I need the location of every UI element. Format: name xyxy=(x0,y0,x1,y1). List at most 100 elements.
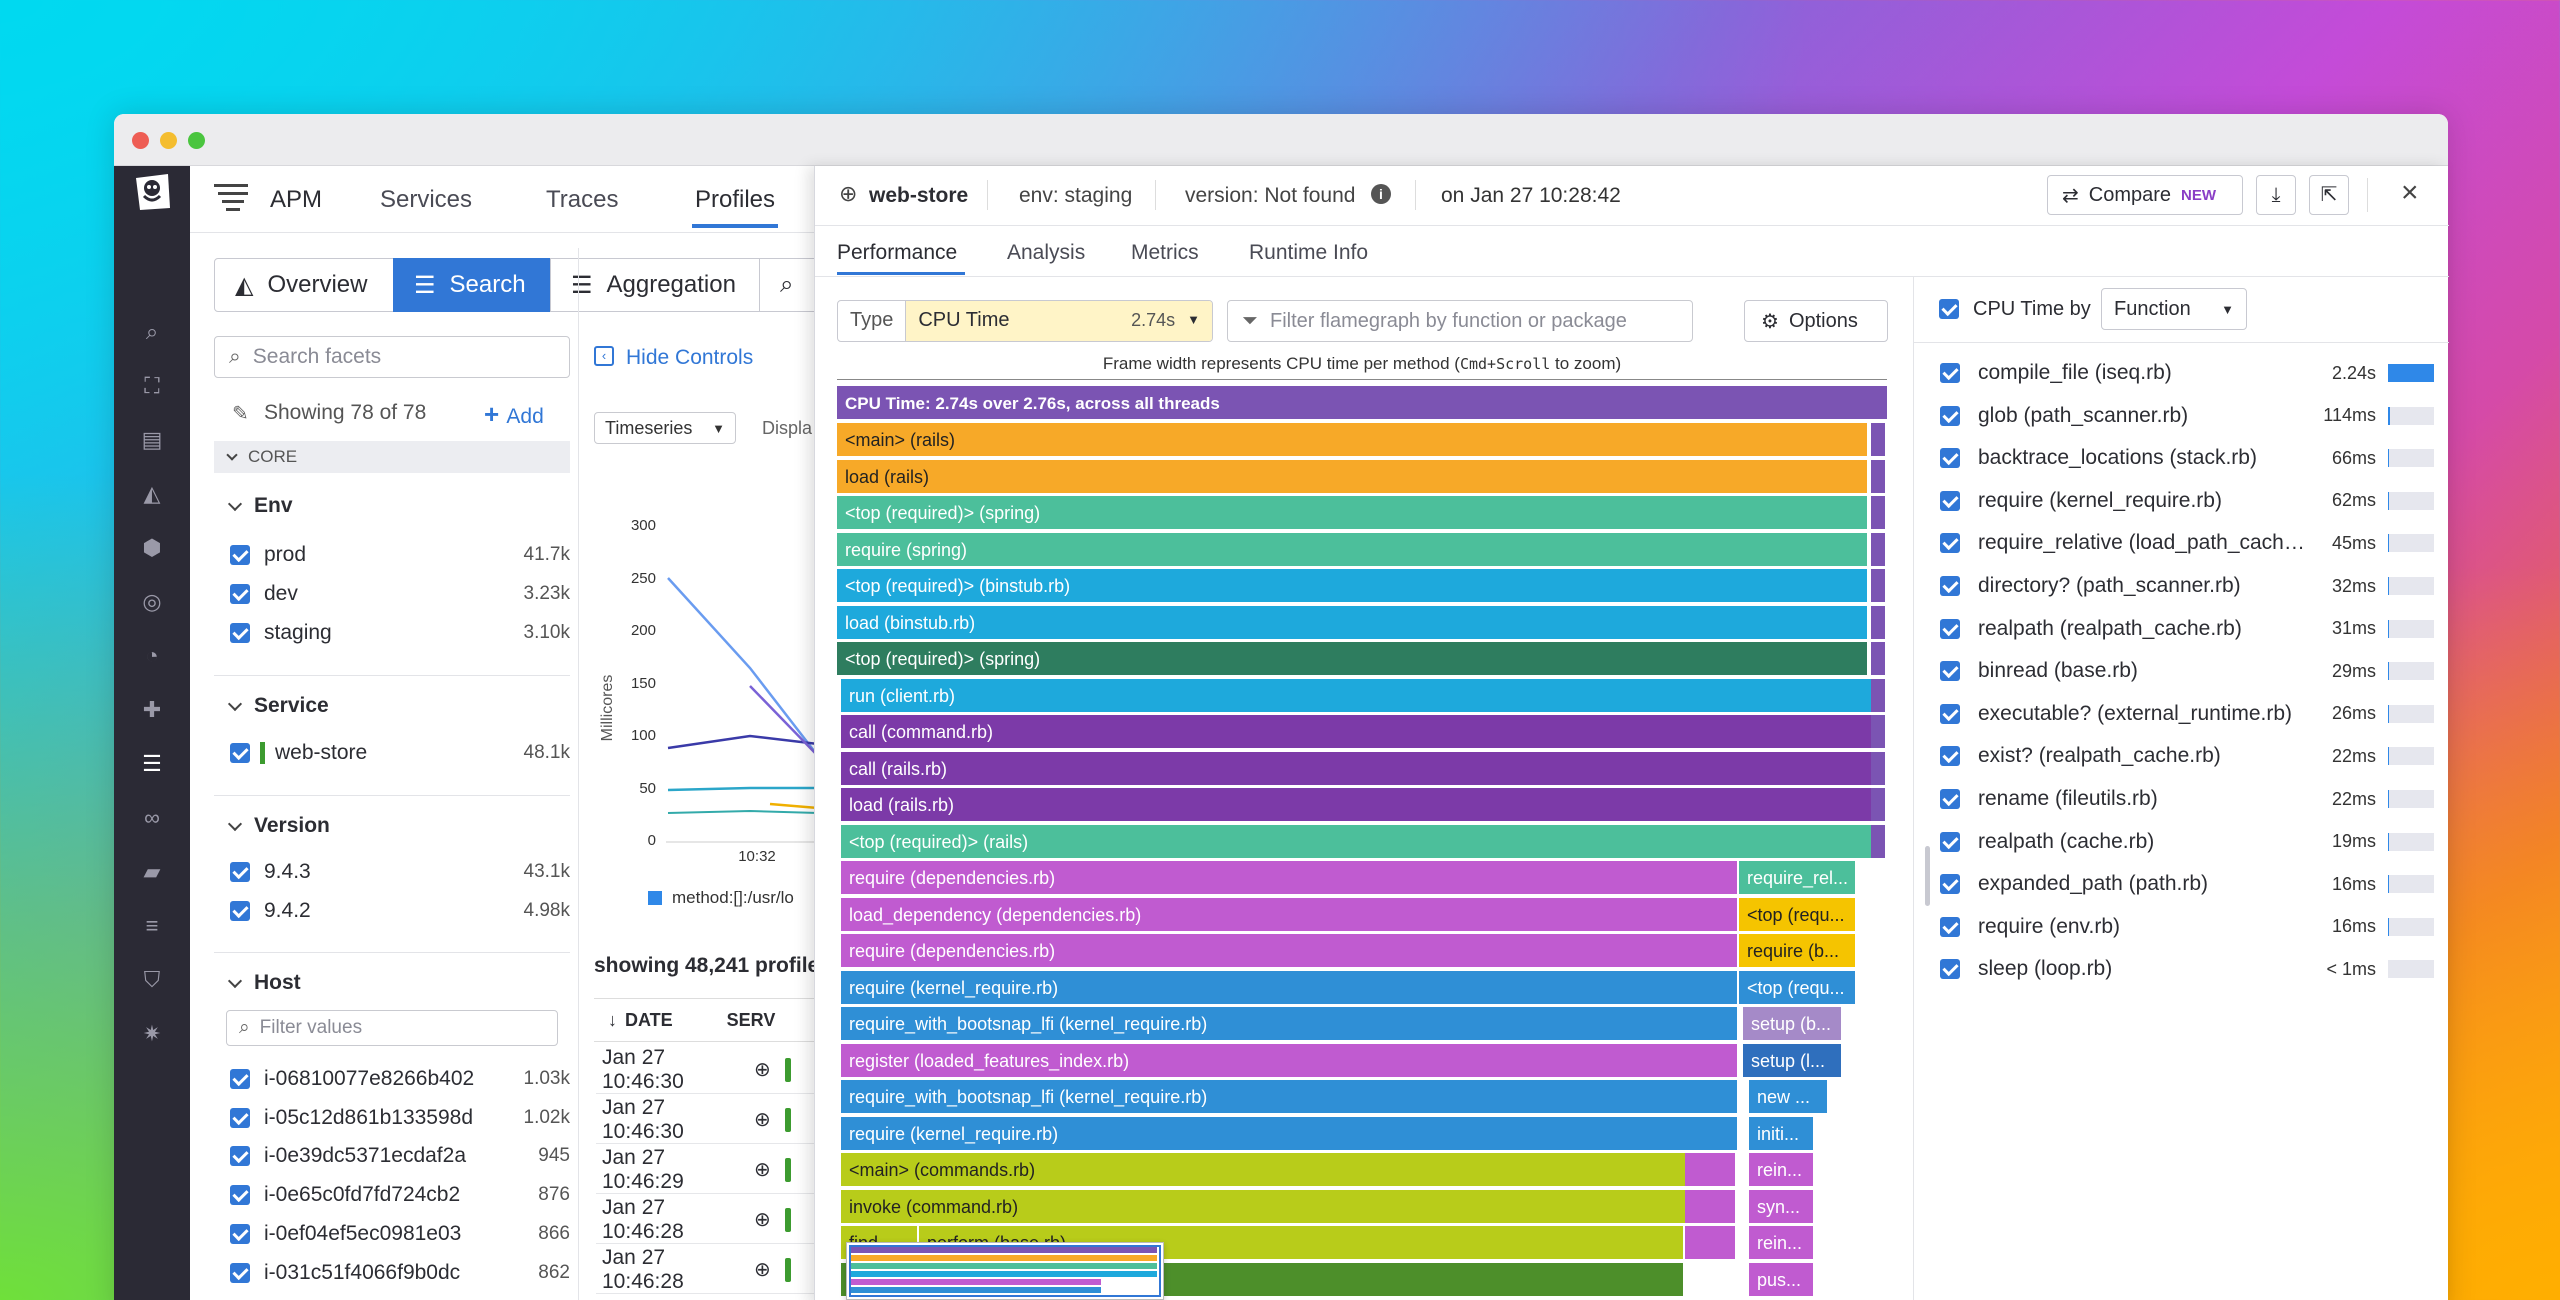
facet-host-item[interactable]: i-0ef04ef5ec0981e03 866 xyxy=(230,1219,570,1249)
flame-frame-strip[interactable] xyxy=(1871,715,1887,750)
facet-service-web-store[interactable]: web-store 48.1k xyxy=(230,738,570,768)
facet-host-item[interactable]: i-0e39dc5371ecdaf2a 945 xyxy=(230,1141,570,1171)
tab-metrics[interactable]: Metrics xyxy=(1131,241,1199,264)
checkbox[interactable] xyxy=(1940,363,1960,383)
function-row[interactable]: require (kernel_require.rb) 62ms xyxy=(1940,486,2436,516)
flame-frame[interactable]: new ... xyxy=(1749,1080,1829,1115)
checkbox[interactable] xyxy=(1940,916,1960,937)
flamegraph-minimap[interactable] xyxy=(846,1242,1164,1300)
panel-resize-handle[interactable] xyxy=(1925,846,1930,906)
table-row[interactable]: Jan 27 10:46:29 ⊕ xyxy=(596,1146,816,1194)
tab-runtime-info[interactable]: Runtime Info xyxy=(1249,241,1369,264)
tab-analysis[interactable]: Analysis xyxy=(1007,241,1086,264)
product-title[interactable]: APM xyxy=(270,186,323,213)
facet-env-header[interactable]: Env xyxy=(227,494,293,518)
checkbox[interactable] xyxy=(1940,490,1960,511)
download-icon[interactable]: ⤓ xyxy=(2256,175,2296,215)
flame-frame[interactable]: <top (requ... xyxy=(1739,897,1857,933)
nav-services[interactable]: Services xyxy=(380,186,473,213)
checkbox[interactable] xyxy=(1940,874,1960,895)
checkbox[interactable] xyxy=(230,901,250,921)
flame-root-frame[interactable]: CPU Time: 2.74s over 2.76s, across all t… xyxy=(837,386,1887,421)
flame-frame[interactable]: load (rails) xyxy=(837,459,1869,495)
checkbox[interactable] xyxy=(1940,703,1960,724)
search-icon[interactable]: ⌕ xyxy=(145,319,159,344)
flame-frame[interactable]: run (client.rb) xyxy=(841,678,1873,714)
flame-frame[interactable]: <top (required)> (spring) xyxy=(837,496,1869,531)
facet-service-header[interactable]: Service xyxy=(227,694,329,718)
checkbox[interactable] xyxy=(1940,405,1960,426)
function-row[interactable]: rename (fileutils.rb) 22ms xyxy=(1940,784,2436,814)
security-icon[interactable]: ⛉ xyxy=(143,967,161,992)
checkbox[interactable] xyxy=(230,545,250,565)
checkbox[interactable] xyxy=(230,584,250,604)
flame-frame[interactable]: <top (required)> (rails) xyxy=(841,824,1873,860)
flame-frame[interactable]: <main> (commands.rb) xyxy=(841,1153,1739,1188)
table-row[interactable]: Jan 27 10:46:30 ⊕ xyxy=(596,1096,816,1144)
close-window-dot[interactable] xyxy=(132,132,149,149)
function-row[interactable]: realpath (realpath_cache.rb) 31ms xyxy=(1940,614,2436,644)
flame-frame[interactable]: syn... xyxy=(1749,1189,1815,1225)
checkbox[interactable] xyxy=(1940,533,1960,554)
flamegraph[interactable]: CPU Time: 2.74s over 2.76s, across all t… xyxy=(837,386,1887,1300)
collapse-icon[interactable]: ‹ xyxy=(594,346,614,366)
flame-frame-strip[interactable] xyxy=(1871,496,1887,531)
facet-host-item[interactable]: i-0e65c0fd7fd724cb2 876 xyxy=(230,1180,570,1210)
cpu-time-checkbox[interactable] xyxy=(1939,299,1959,319)
function-row[interactable]: require_relative (load_path_cache... 45ms xyxy=(1940,528,2436,558)
flame-frame[interactable]: setup (l... xyxy=(1743,1043,1843,1079)
flame-frame[interactable]: invoke (command.rb) xyxy=(841,1189,1739,1225)
search-facets-input[interactable]: ⌕ Search facets xyxy=(214,336,570,378)
flame-frame[interactable] xyxy=(1685,1153,1737,1188)
col-date[interactable]: DATE xyxy=(625,1009,673,1030)
query-search-button[interactable]: ⌕ xyxy=(759,258,819,312)
function-row[interactable]: realpath (cache.rb) 19ms xyxy=(1940,827,2436,857)
checkbox[interactable] xyxy=(1940,831,1960,852)
facet-env-prod[interactable]: prod 41.7k xyxy=(230,540,570,570)
binoculars-icon[interactable]: ⛶ xyxy=(144,373,160,398)
flame-frame[interactable]: load (rails.rb) xyxy=(841,788,1873,823)
flame-frame-strip[interactable] xyxy=(1871,459,1887,495)
function-row[interactable]: compile_file (iseq.rb) 2.24s xyxy=(1940,358,2436,388)
checkbox[interactable] xyxy=(1940,448,1960,469)
minimize-window-dot[interactable] xyxy=(160,132,177,149)
flame-frame[interactable]: require_with_bootsnap_lfi (kernel_requir… xyxy=(841,1080,1739,1115)
function-row[interactable]: exist? (realpath_cache.rb) 22ms xyxy=(1940,741,2436,771)
display-label[interactable]: Displa xyxy=(762,418,813,438)
flame-frame[interactable]: <main> (rails) xyxy=(837,423,1869,458)
close-icon[interactable]: × xyxy=(2401,176,2419,209)
flame-frame[interactable]: <top (requ... xyxy=(1739,970,1857,1006)
dashboard-icon[interactable]: ▤ xyxy=(141,427,163,452)
flame-frame[interactable]: require (spring) xyxy=(837,532,1869,568)
flame-frame[interactable]: call (command.rb) xyxy=(841,715,1873,750)
flame-frame[interactable]: initi... xyxy=(1749,1116,1815,1152)
checkbox[interactable] xyxy=(230,1185,250,1205)
settings-icon[interactable]: ✷ xyxy=(142,1021,162,1046)
flame-frame[interactable]: <top (required)> (binstub.rb) xyxy=(837,569,1869,604)
apm-icon[interactable]: ☰ xyxy=(142,751,162,776)
options-button[interactable]: ⚙ Options xyxy=(1744,300,1888,342)
chart-icon[interactable]: ◭ xyxy=(143,481,161,506)
datadog-logo[interactable] xyxy=(130,170,174,214)
facet-env-staging[interactable]: staging 3.10k xyxy=(230,618,570,648)
tab-overview[interactable]: ◭ Overview xyxy=(214,258,394,312)
tab-performance[interactable]: Performance xyxy=(837,241,958,264)
flame-frame[interactable]: pus... xyxy=(1749,1262,1815,1298)
tab-aggregation[interactable]: ☰ Aggregation xyxy=(550,258,760,312)
infrastructure-icon[interactable]: ⬢ xyxy=(142,535,162,560)
function-row[interactable]: executable? (external_runtime.rb) 26ms xyxy=(1940,699,2436,729)
table-row[interactable]: Jan 27 10:46:28 ⊕ xyxy=(596,1246,816,1294)
flame-frame[interactable]: setup (b... xyxy=(1743,1007,1843,1042)
profile-type-select[interactable]: Type CPU Time 2.74s ▼ xyxy=(837,300,1213,342)
checkbox[interactable] xyxy=(230,1108,250,1128)
logs-icon[interactable]: ≡ xyxy=(145,913,159,938)
facet-host-item[interactable]: i-031c51f4066f9b0dc 862 xyxy=(230,1258,570,1288)
checkbox[interactable] xyxy=(1940,661,1960,682)
open-external-icon[interactable]: ⇱ xyxy=(2309,175,2349,215)
checkbox[interactable] xyxy=(230,623,250,643)
checkbox[interactable] xyxy=(1940,618,1960,639)
checkbox[interactable] xyxy=(230,1224,250,1244)
function-row[interactable]: expanded_path (path.rb) 16ms xyxy=(1940,869,2436,899)
flame-frame[interactable]: load_dependency (dependencies.rb) xyxy=(841,897,1739,933)
checkbox[interactable] xyxy=(230,1069,250,1089)
